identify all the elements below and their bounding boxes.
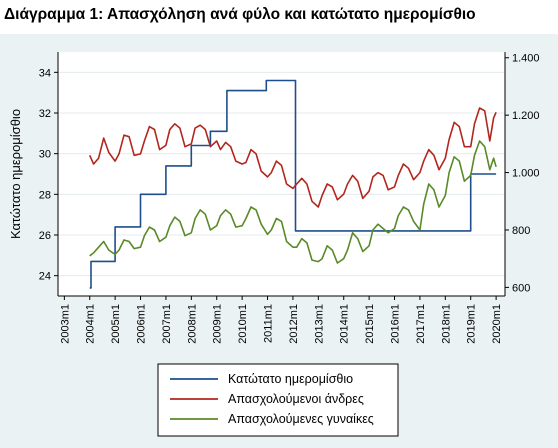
- legend-label: Απασχολούμενοι άνδρες: [228, 392, 364, 406]
- left-tick-label: 28: [39, 189, 51, 201]
- x-tick-label: 2019m1: [466, 304, 478, 344]
- x-tick-label: 2008m1: [186, 304, 198, 344]
- x-tick-label: 2006m1: [136, 304, 148, 344]
- chart-title: Διάγραμμα 1: Απασχόληση ανά φύλο και κατ…: [4, 6, 476, 23]
- x-tick-label: 2018m1: [440, 304, 452, 344]
- series-line-2: [88, 107, 497, 208]
- left-tick-label: 34: [39, 67, 51, 79]
- x-tick-label: 2020m1: [491, 304, 503, 344]
- left-tick-label: 32: [39, 108, 51, 120]
- chart-background: 24 26 28 30 32 34 600 800 1.000 1.200 1.400 2003m1 2…: [0, 34, 558, 448]
- x-tick-label: 2005m1: [110, 304, 122, 344]
- x-tick-label: 2017m1: [415, 304, 427, 344]
- x-tick-label: 2016m1: [390, 304, 402, 344]
- right-tick-label: 1.000: [512, 168, 540, 180]
- legend-box: [157, 363, 399, 437]
- left-tick-label: 24: [39, 271, 51, 283]
- x-tick-label: 2013m1: [313, 304, 325, 344]
- right-tick-label: 1.400: [512, 53, 540, 65]
- x-tick-label: 2007m1: [161, 304, 173, 344]
- legend-label: Απασχολούμενες γυναίκες: [228, 412, 374, 426]
- right-tick-label: 600: [512, 282, 530, 294]
- legend-label: Κατώτατο ημερομίσθιο: [228, 372, 353, 386]
- y-axis-title: Κατώτατο ημερομίσθιο: [8, 109, 23, 239]
- x-tick-label: 2009m1: [212, 304, 224, 344]
- right-tick-label: 1.200: [512, 110, 540, 122]
- line-chart: 24 26 28 30 32 34 600 800 1.000 1.200 1.400 2003m1 2…: [8, 52, 540, 437]
- x-tick-label: 2011m1: [263, 304, 275, 343]
- x-tick-label: 2015m1: [364, 304, 376, 344]
- series-line-3: [89, 140, 497, 264]
- x-tick-label: 2014m1: [339, 304, 351, 344]
- x-tick-label: 2004m1: [85, 304, 97, 344]
- right-tick-label: 800: [512, 225, 530, 237]
- series-line-1: [89, 79, 497, 289]
- x-tick-label: 2010m1: [237, 304, 249, 344]
- left-tick-label: 26: [39, 230, 51, 242]
- x-tick-label: 2012m1: [288, 304, 300, 344]
- left-tick-label: 30: [39, 149, 51, 161]
- plot-area: [58, 52, 505, 296]
- x-tick-label: 2003m1: [59, 304, 71, 344]
